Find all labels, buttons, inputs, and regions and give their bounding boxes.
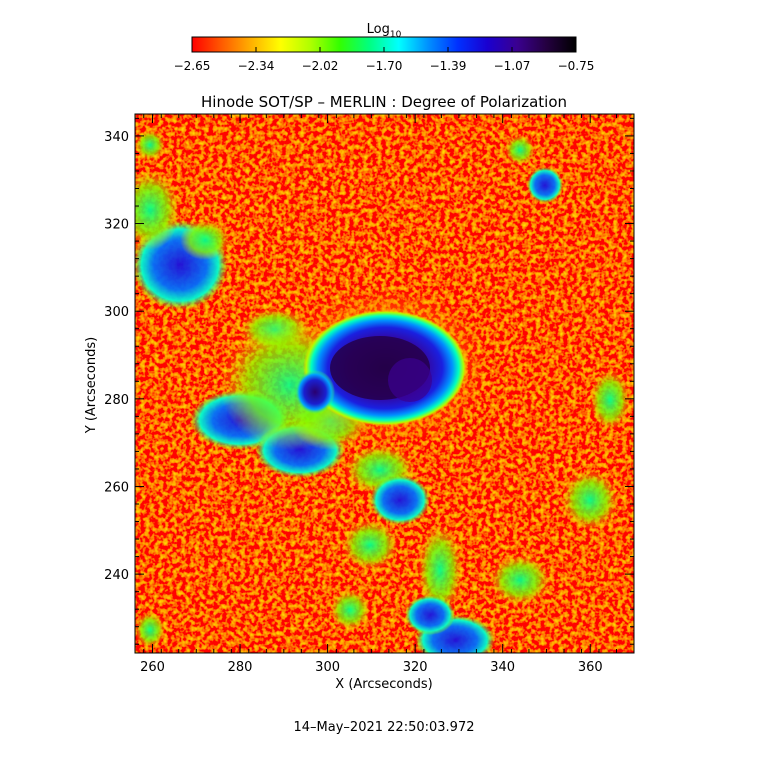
colorbar-tick-label: −2.34 — [238, 59, 275, 73]
x-tick-label: 300 — [315, 660, 340, 675]
colorbar-tick-label: −1.07 — [494, 59, 531, 73]
colorbar-tick-label: −2.02 — [302, 59, 339, 73]
x-axis: 260 280 300 320 340 360 — [140, 114, 635, 675]
x-tick-label: 340 — [490, 660, 515, 675]
y-tick-label: 300 — [104, 305, 129, 320]
y-tick-label: 240 — [104, 568, 129, 583]
plot-frame — [134, 113, 635, 654]
y-tick-label: 340 — [104, 130, 129, 145]
timestamp: 14–May–2021 22:50:03.972 — [294, 720, 475, 735]
colorbar-tick-label: −1.39 — [430, 59, 467, 73]
colorbar-ticks: −2.65 −2.34 −2.02 −1.70 −1.39 −1.07 −0.75 — [174, 47, 595, 73]
y-tick-label: 260 — [104, 480, 129, 495]
colorbar-tick-label: −1.70 — [366, 59, 403, 73]
colorbar-tick-label: −2.65 — [174, 59, 211, 73]
colorbar: Log10 −2.65 −2.34 −2.02 −1.70 −1.39 −1.07 −0.7… — [174, 22, 595, 73]
y-axis: 240 260 280 300 320 340 — [104, 117, 634, 645]
y-tick-label: 320 — [104, 218, 129, 233]
colorbar-label: Log10 — [367, 22, 402, 40]
y-axis-label: Y (Arcseconds) — [84, 337, 99, 434]
plot-title: Hinode SOT/SP – MERLIN : Degree of Polar… — [201, 93, 567, 111]
x-axis-label: X (Arcseconds) — [335, 677, 432, 692]
x-tick-label: 280 — [228, 660, 253, 675]
x-tick-label: 320 — [403, 660, 428, 675]
y-tick-label: 280 — [104, 393, 129, 408]
colorbar-tick-label: −0.75 — [558, 59, 595, 73]
polarization-map — [135, 114, 634, 653]
x-tick-label: 260 — [140, 660, 165, 675]
x-tick-label: 360 — [578, 660, 603, 675]
